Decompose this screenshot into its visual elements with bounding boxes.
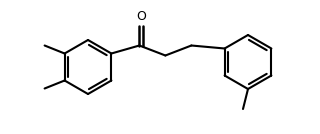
Text: O: O <box>136 10 146 23</box>
